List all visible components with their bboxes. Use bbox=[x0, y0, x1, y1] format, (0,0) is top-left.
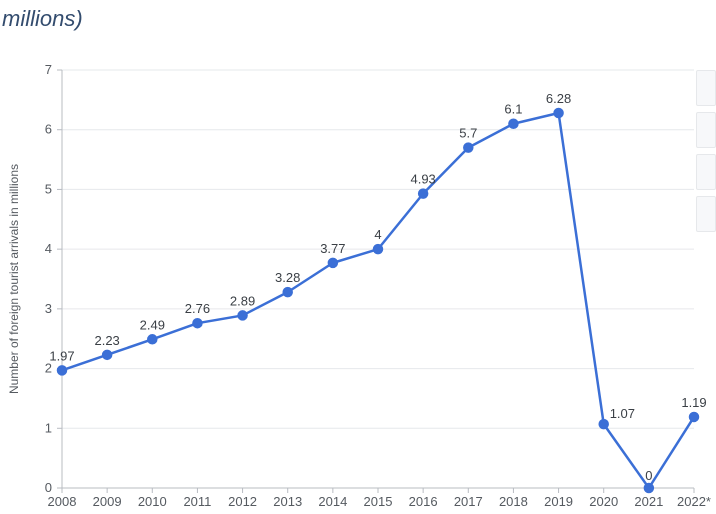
svg-text:4: 4 bbox=[374, 227, 381, 242]
svg-text:2013: 2013 bbox=[273, 494, 302, 509]
side-button-2[interactable] bbox=[696, 112, 716, 148]
svg-text:2017: 2017 bbox=[454, 494, 483, 509]
svg-text:2.23: 2.23 bbox=[94, 333, 119, 348]
svg-text:1.97: 1.97 bbox=[49, 348, 74, 363]
svg-text:0: 0 bbox=[645, 468, 652, 483]
svg-text:3: 3 bbox=[45, 301, 52, 316]
line-chart: 0123456720082009201020112012201320142015… bbox=[0, 44, 716, 514]
svg-text:2012: 2012 bbox=[228, 494, 257, 509]
svg-text:2016: 2016 bbox=[409, 494, 438, 509]
svg-text:2015: 2015 bbox=[364, 494, 393, 509]
svg-text:6: 6 bbox=[45, 122, 52, 137]
svg-text:4.93: 4.93 bbox=[410, 172, 435, 187]
svg-text:2008: 2008 bbox=[48, 494, 77, 509]
svg-text:5: 5 bbox=[45, 181, 52, 196]
svg-text:2021: 2021 bbox=[634, 494, 663, 509]
svg-text:0: 0 bbox=[45, 480, 52, 495]
svg-text:1.07: 1.07 bbox=[610, 406, 635, 421]
svg-text:5.7: 5.7 bbox=[459, 126, 477, 141]
svg-text:3.77: 3.77 bbox=[320, 241, 345, 256]
svg-text:6.28: 6.28 bbox=[546, 91, 571, 106]
svg-text:2.49: 2.49 bbox=[140, 317, 165, 332]
side-button-3[interactable] bbox=[696, 154, 716, 190]
side-button-1[interactable] bbox=[696, 70, 716, 106]
svg-text:2018: 2018 bbox=[499, 494, 528, 509]
svg-text:1: 1 bbox=[45, 420, 52, 435]
svg-text:2010: 2010 bbox=[138, 494, 167, 509]
chart-area: 0123456720082009201020112012201320142015… bbox=[0, 44, 716, 514]
svg-text:2.76: 2.76 bbox=[185, 301, 210, 316]
svg-text:7: 7 bbox=[45, 62, 52, 77]
svg-text:6.1: 6.1 bbox=[504, 102, 522, 117]
side-button-4[interactable] bbox=[696, 196, 716, 232]
svg-text:2022*: 2022* bbox=[677, 494, 711, 509]
svg-text:4: 4 bbox=[45, 241, 52, 256]
svg-text:3.28: 3.28 bbox=[275, 270, 300, 285]
svg-text:2019: 2019 bbox=[544, 494, 573, 509]
side-toolbar bbox=[696, 70, 716, 232]
svg-text:Number of foreign tourist arri: Number of foreign tourist arrivals in mi… bbox=[7, 164, 21, 394]
svg-text:2014: 2014 bbox=[318, 494, 347, 509]
svg-text:1.19: 1.19 bbox=[681, 395, 706, 410]
chart-title-fragment: millions) bbox=[0, 0, 716, 32]
svg-text:2020: 2020 bbox=[589, 494, 618, 509]
svg-text:2.89: 2.89 bbox=[230, 293, 255, 308]
svg-text:2011: 2011 bbox=[183, 494, 211, 509]
svg-text:2009: 2009 bbox=[93, 494, 122, 509]
